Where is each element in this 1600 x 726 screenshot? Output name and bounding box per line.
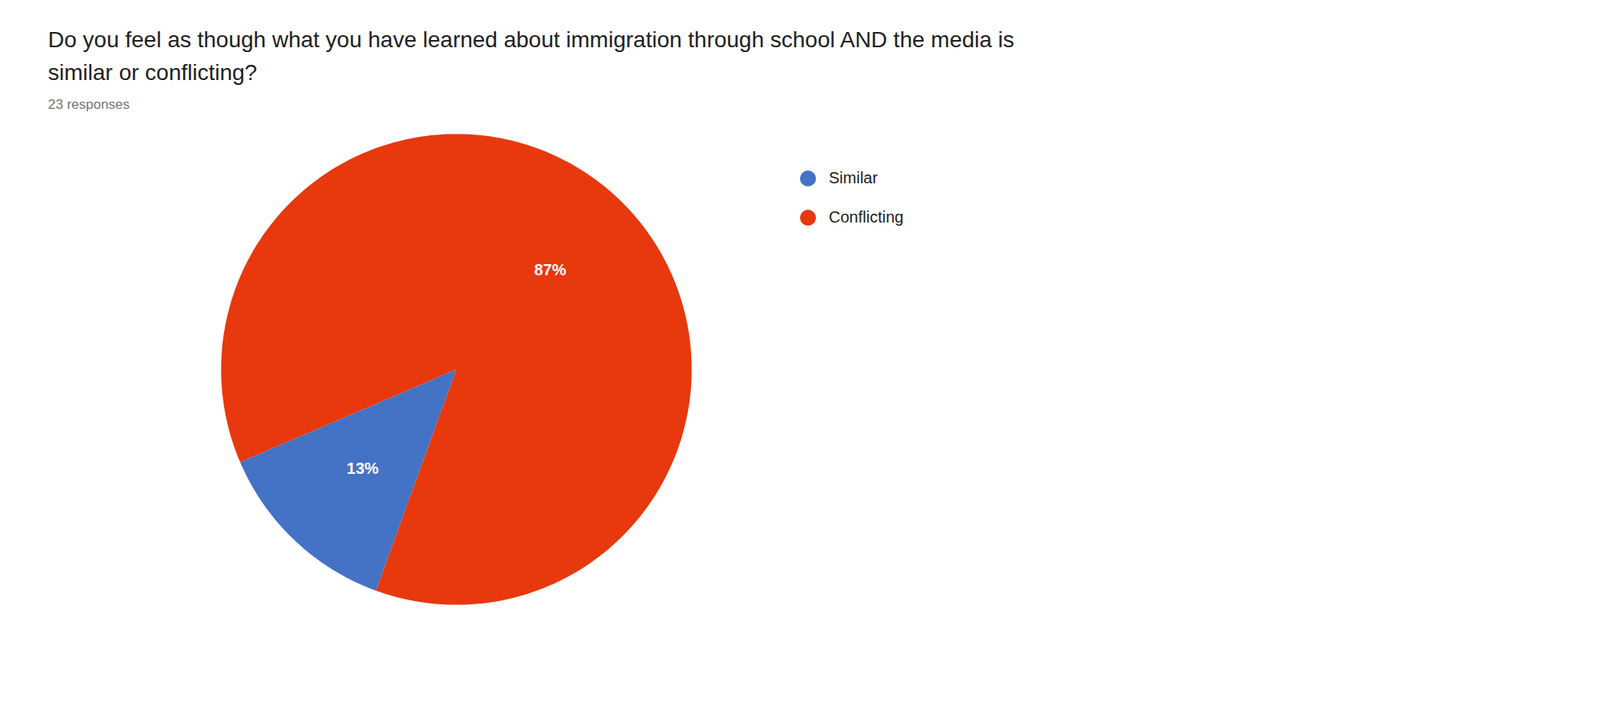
html-text:23 responses: 23 responses — [48, 96, 130, 113]
svg-text:13%: 13% — [346, 459, 379, 477]
html-text:Do you feel as though what you: Do you feel as though what you have lear… — [48, 27, 1015, 85]
svg-text:87%: 87% — [534, 260, 567, 279]
html-text:Similar: Similar — [828, 168, 878, 187]
html-text:Conflicting: Conflicting — [828, 208, 904, 226]
